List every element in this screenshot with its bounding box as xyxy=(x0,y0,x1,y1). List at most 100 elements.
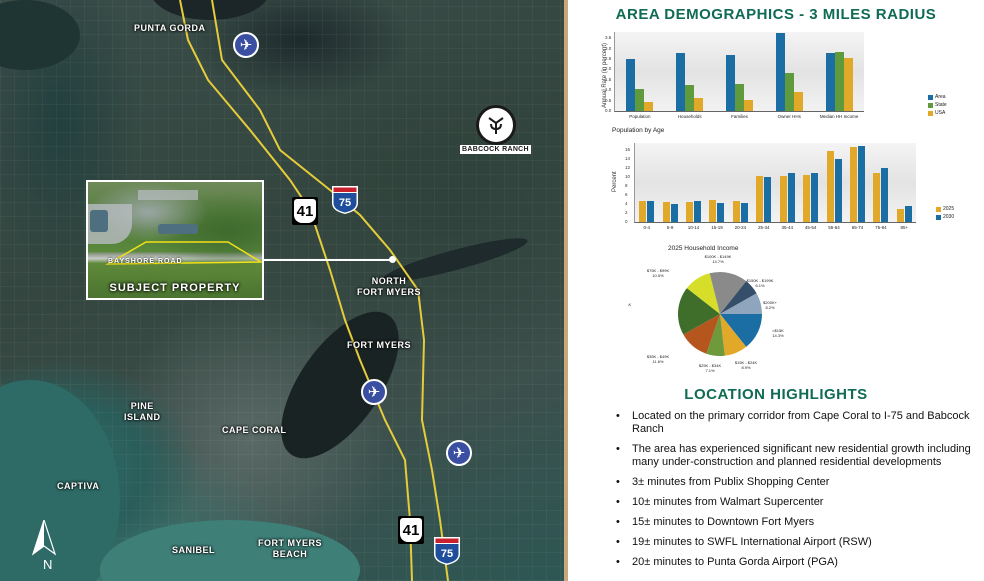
category-label: 10-14 xyxy=(687,225,700,230)
bar-2025 xyxy=(709,200,717,222)
airplane-icon: ✈ xyxy=(361,379,387,405)
highlight-text: 15± minutes to Downtown Fort Myers xyxy=(632,516,815,528)
bar-2030 xyxy=(717,202,725,222)
bar-2025 xyxy=(873,172,881,222)
legend-item: 2025 xyxy=(936,206,954,212)
bar-state xyxy=(735,83,744,111)
legend-swatch xyxy=(936,214,941,220)
label-punta-gorda: PUNTA GORDA xyxy=(134,23,206,33)
highlight-item: • 20± minutes to Punta Gorda Airport (PGA… xyxy=(614,556,974,569)
subject-property-caption: SUBJECT PROPERTY xyxy=(109,282,241,294)
bar-area xyxy=(676,53,686,111)
highlights-list: • Located on the primary corridor from Ca… xyxy=(614,410,974,576)
bar-state xyxy=(635,88,645,111)
highlight-text: 10± minutes from Walmart Supercenter xyxy=(632,496,824,508)
annual-rate-plot: Population Households Families Owner HHs Med… xyxy=(605,32,864,119)
category-label: 65-74 xyxy=(851,225,864,230)
bar-2025 xyxy=(639,201,647,222)
pie-slice xyxy=(720,314,747,356)
category-label: Owner HHs xyxy=(777,114,801,119)
y-tick-label: 0 xyxy=(625,219,628,224)
babcock-ranch-logo-icon xyxy=(488,117,504,134)
label-fort-myers-beach-line1: FORT MYERS xyxy=(258,538,323,548)
highlight-text: 20± minutes to Punta Gorda Airport (PGA) xyxy=(632,556,838,568)
property-pointer-line xyxy=(264,259,392,261)
legend-swatch xyxy=(928,102,933,108)
bar-2030 xyxy=(881,167,889,222)
bar-2025 xyxy=(803,175,811,222)
label-fort-myers-beach-line2: BEACH xyxy=(272,549,308,559)
bar-2030 xyxy=(857,145,865,222)
y-tick-label: 16 xyxy=(625,146,631,152)
highlight-text: Located on the primary corridor from Cap… xyxy=(632,410,970,435)
label-captiva: CAPTIVA xyxy=(57,481,100,491)
legend-item: 2030 xyxy=(936,214,954,220)
interstate-75-shield-icon: 75 xyxy=(434,537,460,565)
y-tick-label: 1.5 xyxy=(605,76,612,82)
highlight-item: • Located on the primary corridor from Ca… xyxy=(614,410,974,436)
us-41-shield-icon: 41 xyxy=(292,197,318,225)
interstate-75-shield-icon: 75 xyxy=(332,186,358,214)
label-north-fort-myers: NORTH FORT MYERS xyxy=(357,276,421,298)
demographics-title: AREA DEMOGRAPHICS - 3 MILES RADIUS xyxy=(615,6,937,23)
pie-label: $150K - $199K 6.1% xyxy=(747,278,774,288)
bar-2025 xyxy=(756,175,764,222)
category-label: Households xyxy=(677,114,702,119)
y-tick-label: 6 xyxy=(625,191,628,197)
y-tick-label: 2.5 xyxy=(605,56,612,62)
pie-slice xyxy=(686,273,720,314)
y-tick-label: 12 xyxy=(625,164,631,170)
photo-pond xyxy=(90,210,108,232)
y-tick-label: 3.5 xyxy=(605,35,612,41)
bar-area xyxy=(726,54,735,111)
pie-label: $100K - $149K 14.7% xyxy=(705,254,732,264)
pie-slice xyxy=(720,314,762,347)
property-pointer-dot xyxy=(389,256,396,263)
info-panel: AREA DEMOGRAPHICS - 3 MILES RADIUS Annua… xyxy=(568,0,984,581)
pie-label: $15K - $24K 8.9% xyxy=(735,360,758,370)
legend-label: State xyxy=(935,102,947,108)
category-label: 0-4 xyxy=(643,225,650,230)
pie-label: $25K - $34K 7.1% xyxy=(699,363,722,373)
babcock-ranch-label: BABCOCK RANCH xyxy=(460,145,531,154)
annual-rate-legend: Area State USA xyxy=(928,94,947,118)
bar-usa xyxy=(843,58,853,111)
category-label: 55-64 xyxy=(828,225,840,230)
bayshore-road-label: BAYSHORE ROAD xyxy=(108,258,183,265)
bar-usa xyxy=(793,92,803,111)
bar-2025 xyxy=(779,175,787,222)
population-legend: 2025 2030 xyxy=(936,206,954,222)
highlight-item: • 3± minutes from Publix Shopping Center xyxy=(614,476,974,489)
y-tick-label: 0.5 xyxy=(605,97,612,103)
label-fort-myers: FORT MYERS xyxy=(347,340,412,350)
bullet-icon: • xyxy=(616,443,620,455)
y-tick-label: 2 xyxy=(625,209,628,215)
bar-2025 xyxy=(849,147,857,222)
bullet-icon: • xyxy=(616,496,620,508)
svg-text:75: 75 xyxy=(339,197,351,209)
population-by-age-title: Population by Age xyxy=(612,127,665,134)
highlight-text: The area has experienced significant new… xyxy=(632,443,971,468)
label-pine-island: PINE ISLAND xyxy=(124,401,161,423)
pie-label: $200K+ 8.2% xyxy=(763,300,778,310)
bullet-icon: • xyxy=(616,556,620,568)
photo-buildings xyxy=(138,190,198,200)
pie-slice xyxy=(683,314,720,354)
roads-overlay xyxy=(179,0,449,581)
bar-2030 xyxy=(694,201,702,222)
us-41-shield-icon: 41 xyxy=(398,516,424,544)
bullet-icon: • xyxy=(616,516,620,528)
legend-item: Area xyxy=(928,94,947,100)
pie-slice xyxy=(706,314,725,356)
legend-label: Area xyxy=(935,94,946,100)
category-label: Median HH Income xyxy=(819,114,859,119)
airplane-icon: ✈ xyxy=(446,440,472,466)
highlight-item: • 19± minutes to SWFL International Airpo… xyxy=(614,536,974,549)
category-label: 35-44 xyxy=(781,225,793,230)
highlight-item: • 10± minutes from Walmart Supercenter xyxy=(614,496,974,509)
legend-swatch xyxy=(928,94,933,100)
bar-2025 xyxy=(686,202,694,222)
household-income-title: 2025 Household Income xyxy=(668,245,739,252)
bullet-icon: • xyxy=(616,476,620,488)
bar-usa xyxy=(694,97,704,111)
